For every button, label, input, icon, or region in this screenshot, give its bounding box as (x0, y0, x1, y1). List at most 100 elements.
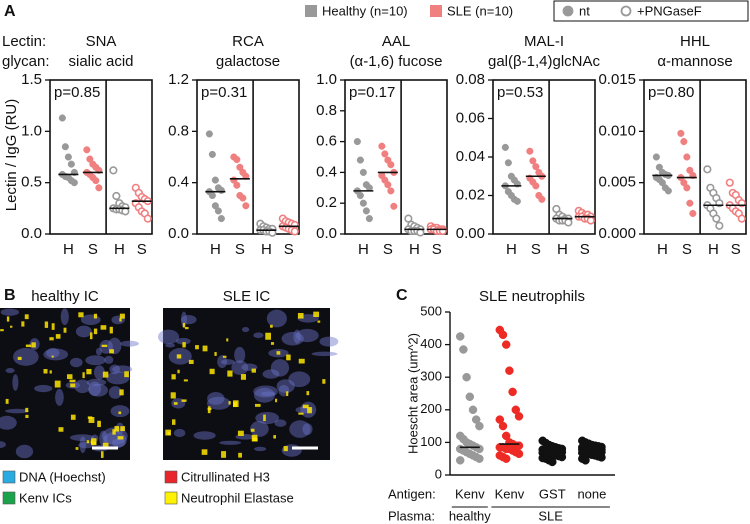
elastase-stain (21, 321, 25, 327)
dot (61, 143, 69, 151)
dna-stain (103, 431, 127, 449)
dot (513, 197, 521, 205)
dna-stain (180, 311, 187, 328)
elastase-stain (97, 420, 101, 428)
x-tick-label: Kenv (495, 486, 525, 501)
elastase-stain (201, 449, 208, 455)
dot (501, 340, 511, 349)
x-tick-label: H (114, 241, 125, 258)
dot (586, 216, 595, 225)
elastase-stain (227, 370, 233, 377)
dna-stain (293, 329, 301, 344)
elastase-stain (90, 441, 97, 445)
dna-stain (217, 355, 228, 369)
dot (217, 186, 225, 194)
elastase-stain (24, 314, 29, 320)
dna-stain (55, 388, 64, 406)
lectin-name: HHL (680, 33, 710, 50)
elastase-stain (182, 342, 186, 348)
dot (514, 412, 524, 421)
dot (365, 215, 373, 223)
y-tick-label: 0.0 (168, 225, 189, 242)
dna-stain (0, 441, 6, 449)
legend-box (553, 0, 749, 22)
stain-label: Neutrophil Elastase (181, 490, 294, 505)
y-tick-label: 300 (420, 369, 442, 384)
x-tick-label: GST (539, 486, 566, 501)
dot (475, 421, 484, 431)
dna-stain (86, 378, 107, 387)
image-title: healthy IC (31, 288, 99, 305)
x-tick-label: S (137, 241, 147, 258)
elastase-stain (183, 379, 188, 382)
dna-stain (207, 391, 225, 405)
y-tick-label: 500 (420, 303, 442, 318)
elastase-stain (49, 370, 52, 374)
elastase-stain (232, 400, 239, 408)
x-tick-label: H (409, 241, 420, 258)
elastase-stain (238, 452, 242, 458)
elastase-stain (302, 404, 309, 409)
dot (501, 454, 511, 463)
dot (217, 215, 225, 223)
y-tick-label: 0.02 (456, 186, 485, 203)
elastase-stain (207, 406, 211, 414)
lectin-name: SNA (86, 33, 117, 50)
elastase-stain (228, 401, 231, 405)
elastase-stain (297, 312, 304, 319)
dot (564, 218, 573, 227)
stain-label: Kenv ICs (19, 490, 72, 505)
elastase-stain (298, 412, 304, 415)
y-tick-label: 0.0 (316, 225, 337, 242)
dot (362, 207, 370, 215)
dna-stain (253, 387, 276, 403)
elastase-stain (124, 371, 129, 378)
elastase-stain (181, 399, 187, 402)
dot (233, 156, 241, 164)
p-value: p=0.31 (201, 84, 247, 101)
row-label: Lectin: (2, 33, 46, 50)
legend-marker (620, 5, 632, 17)
dot (290, 227, 299, 236)
dot (498, 421, 508, 431)
dna-stain (193, 431, 216, 440)
elastase-stain (221, 451, 227, 458)
elastase-stain (10, 325, 13, 328)
dot (67, 160, 75, 168)
micrograph (163, 308, 330, 460)
x-tick-label: S (432, 241, 442, 258)
elastase-stain (114, 426, 119, 432)
stain-label: Citrullinated H3 (181, 469, 270, 484)
dot (242, 202, 250, 210)
elastase-stain (276, 351, 281, 355)
x-tick-label: H (708, 241, 719, 258)
elastase-stain (118, 411, 122, 415)
dna-stain (206, 396, 231, 410)
plasma-label: SLE (538, 508, 563, 523)
elastase-stain (63, 327, 67, 333)
dot (475, 454, 484, 463)
elastase-stain (93, 328, 98, 335)
dot (465, 392, 475, 402)
dna-stain (231, 360, 249, 375)
elastase-stain (58, 427, 64, 432)
x-tick-label: S (88, 241, 98, 258)
p-value: p=0.80 (648, 84, 694, 101)
glycan-name: (α-1,6) fucose (350, 53, 443, 70)
dna-stain (106, 371, 130, 385)
p-value: p=0.17 (349, 84, 395, 101)
dna-stain (0, 415, 17, 430)
elastase-stain (171, 374, 176, 380)
elastase-stain (0, 329, 4, 332)
dot (112, 191, 121, 201)
elastase-stain (184, 326, 189, 330)
dna-stain (173, 428, 186, 438)
p-value: p=0.53 (497, 84, 543, 101)
elastase-stain (317, 320, 321, 323)
elastase-stain (273, 435, 277, 439)
y-tick-label: 0.005 (598, 174, 636, 191)
dot (205, 130, 213, 138)
dna-stain (175, 337, 191, 345)
dot (548, 457, 557, 467)
